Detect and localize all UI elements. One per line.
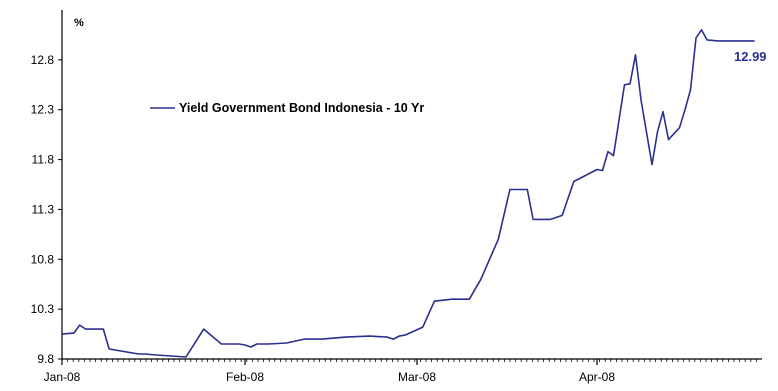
chart-axes	[61, 10, 762, 360]
series-line-yield-10yr	[61, 29, 755, 358]
y-tick-label: 12.3	[31, 103, 55, 117]
series-points	[61, 29, 755, 358]
x-axis-ticks: Jan-08 Feb-08 Mar-08 Apr-08	[44, 359, 615, 384]
x-tick-label: Apr-08	[579, 370, 615, 384]
y-axis-unit-label: %	[74, 17, 84, 29]
y-tick-label: 10.3	[31, 302, 55, 316]
y-tick-label: 12.8	[31, 53, 55, 67]
x-tick-label: Mar-08	[398, 370, 436, 384]
x-tick-label: Feb-08	[226, 370, 264, 384]
last-value-label: 12.99	[734, 49, 767, 64]
y-tick-label: 10.8	[31, 252, 55, 266]
x-axis-minor-ticks	[61, 359, 757, 362]
y-axis-ticks: 9.8 10.3 10.8 11.3 11.8 12.3 12.8	[31, 53, 62, 366]
legend-label: Yield Government Bond Indonesia - 10 Yr	[179, 101, 424, 115]
y-tick-label: 11.3	[32, 202, 55, 216]
x-tick-label: Jan-08	[44, 370, 81, 384]
y-tick-label: 9.8	[37, 352, 54, 366]
y-tick-label: 11.8	[32, 153, 55, 167]
legend: Yield Government Bond Indonesia - 10 Yr	[150, 101, 424, 115]
